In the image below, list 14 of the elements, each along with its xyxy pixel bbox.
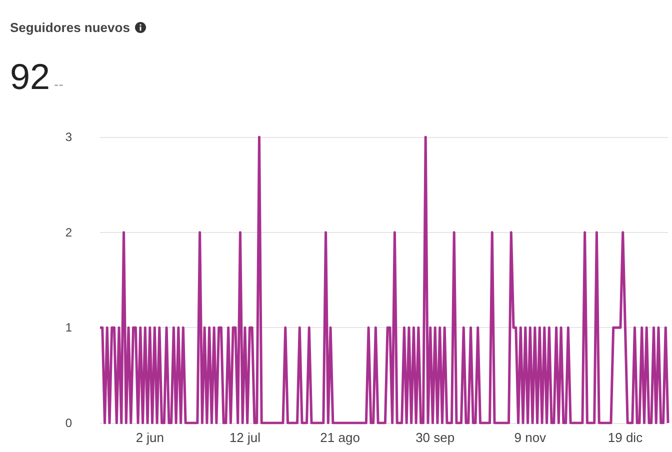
x-tick-label: 2 jun — [136, 430, 164, 445]
chart-subtitle: 92 — [10, 56, 50, 98]
x-tick-label: 12 jul — [229, 430, 261, 445]
y-tick-label: 0 — [65, 416, 72, 430]
y-tick-label: 2 — [65, 225, 72, 240]
x-tick-label: 9 nov — [514, 430, 547, 445]
text: -- — [54, 76, 64, 92]
line-series — [98, 136, 670, 424]
x-tick-label: 21 ago — [320, 430, 360, 445]
y-tick-label: 3 — [65, 130, 72, 144]
x-tick-label: 30 sep — [416, 430, 455, 445]
x-tick-label: 19 dic — [608, 430, 644, 445]
y-tick-label: 1 — [65, 320, 72, 335]
chart-title: Seguidores nuevos — [10, 20, 130, 35]
